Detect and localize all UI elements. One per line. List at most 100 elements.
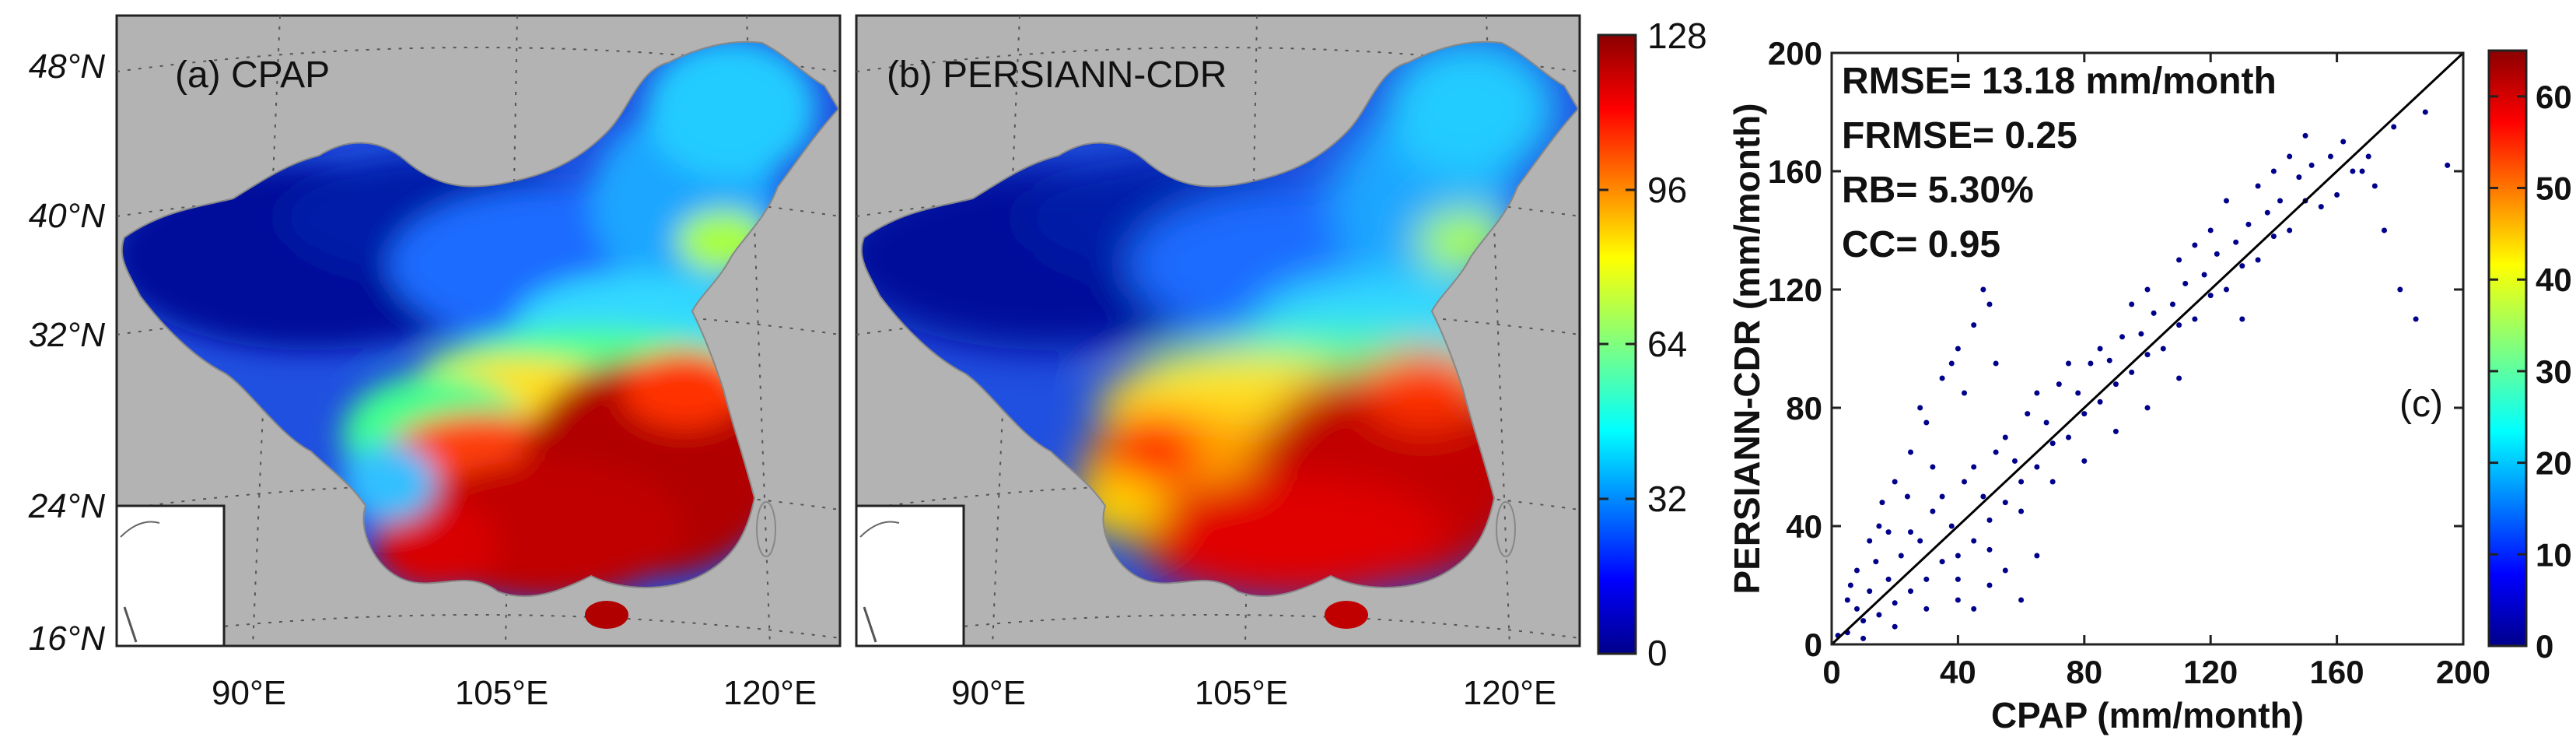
- scatter-point: [2018, 508, 2025, 514]
- svg-text:105°E: 105°E: [455, 674, 548, 712]
- scatter-stats: RMSE= 13.18 mm/month FRMSE= 0.25 RB= 5.30%…: [1842, 61, 2277, 265]
- scatter-point: [1923, 576, 1930, 582]
- scatter-y-tick: 80: [1786, 390, 1822, 426]
- svg-text:90°E: 90°E: [951, 674, 1026, 712]
- scatter-point: [1867, 588, 1873, 595]
- scatter-point: [1980, 493, 1986, 500]
- scatter-point: [1908, 529, 1913, 535]
- scatter-point: [2097, 346, 2103, 352]
- map-a-lon-ticks: 90°E 105°E 120°E: [212, 674, 817, 712]
- scatter-point: [2207, 227, 2214, 233]
- scatter-point: [2192, 316, 2198, 322]
- hainan-b: [1325, 601, 1368, 629]
- scatter-x-tick: 200: [2436, 654, 2490, 690]
- scatter-point: [1948, 523, 1955, 529]
- scatter-point: [2391, 124, 2397, 130]
- scatter-point: [2081, 458, 2088, 464]
- scatter-point: [2239, 263, 2245, 269]
- scatter-y-tick: 160: [1768, 153, 1822, 190]
- svg-text:128: 128: [1647, 16, 1707, 56]
- scatter-point: [1980, 286, 1986, 293]
- scatter-point: [1853, 567, 1860, 574]
- scatter-ticks: 00 40 40 80 80 120 120 160 160 200 200: [1768, 35, 2490, 690]
- scatter-point: [2088, 360, 2094, 367]
- scatter-point: [2334, 191, 2340, 198]
- scatter-point: [1986, 582, 1993, 588]
- scatter-point: [1917, 405, 1923, 411]
- scatter-point: [2270, 168, 2277, 174]
- scatter-point: [2365, 153, 2371, 160]
- scatter-point: [2287, 153, 2293, 160]
- scatter-point: [2018, 479, 2025, 485]
- scatter-point: [2255, 257, 2261, 263]
- scatter-point: [2112, 381, 2119, 388]
- scatter-x-tick: 120: [2183, 654, 2238, 690]
- scatter-point: [2371, 183, 2378, 189]
- scatter-point: [2066, 434, 2071, 440]
- scatter-point: [2129, 301, 2135, 307]
- scatter-point: [2160, 346, 2166, 352]
- scatter-point: [2034, 553, 2040, 559]
- svg-text:48°N: 48°N: [29, 47, 106, 86]
- svg-text:64: 64: [1647, 324, 1687, 364]
- scatter-point: [2264, 209, 2270, 216]
- scatter-point: [2176, 375, 2182, 381]
- scatter-point: [1930, 508, 1936, 514]
- density-colorbar-tick-label: 50: [2536, 170, 2572, 207]
- density-colorbar-tick-label: 30: [2536, 353, 2572, 390]
- scatter-point: [1955, 576, 1961, 582]
- scatter-point: [2034, 390, 2040, 396]
- scatter-panel: 00 40 40 80 80 120 120 160 160 200 200 RMSE= 13.18…: [1727, 35, 2490, 735]
- scatter-point: [1847, 582, 1853, 588]
- density-colorbar-tick-label: 0: [2536, 628, 2553, 665]
- scatter-reference-line: [1830, 51, 2465, 646]
- scatter-point: [2224, 286, 2229, 293]
- scatter-point: [2144, 405, 2151, 411]
- scatter-y-tick: 120: [1768, 272, 1822, 308]
- scatter-point: [1860, 618, 1867, 624]
- map-b-inset: [855, 504, 965, 647]
- scatter-point: [2018, 597, 2025, 603]
- density-colorbar-tick-label: 60: [2536, 79, 2572, 115]
- scatter-point: [2359, 168, 2365, 174]
- scatter-point: [2245, 221, 2252, 227]
- scatter-panel-label: (c): [2399, 384, 2443, 425]
- scatter-point: [2151, 310, 2157, 316]
- scatter-point: [2056, 381, 2062, 388]
- scatter-y-tick: 200: [1768, 35, 1822, 72]
- scatter-x-tick: 0: [1822, 654, 1840, 690]
- scatter-point: [2201, 272, 2207, 278]
- scatter-point: [2011, 458, 2018, 464]
- scatter-x-tick: 40: [1940, 654, 1976, 690]
- scatter-point: [1971, 538, 1977, 544]
- scatter-point: [2119, 334, 2126, 340]
- scatter-point: [2169, 301, 2175, 307]
- scatter-y-tick: 0: [1804, 626, 1822, 663]
- scatter-point: [1917, 538, 1923, 544]
- scatter-point: [2233, 239, 2239, 245]
- scatter-point: [1873, 559, 1879, 565]
- scatter-point: [1892, 600, 1898, 606]
- scatter-point: [1923, 605, 1930, 612]
- taiwan-b: [1496, 501, 1516, 557]
- scatter-point: [1908, 588, 1913, 595]
- map-panel-a: (a) CPAP 48°N 40°N 32°N 24°N 16°N 90°E 1…: [28, 14, 842, 712]
- scatter-x-tick: 80: [2066, 654, 2102, 690]
- scatter-point: [1993, 360, 1999, 367]
- taiwan-a: [756, 501, 776, 557]
- scatter-stat-line: RMSE= 13.18 mm/month: [1842, 61, 2277, 102]
- scatter-xlabel: CPAP (mm/month): [1991, 695, 2304, 735]
- map-b-lon-ticks: 90°E 105°E 120°E: [951, 674, 1556, 712]
- density-colorbar-tick-label: 40: [2536, 261, 2572, 298]
- scatter-point: [2340, 139, 2347, 145]
- scatter-point: [2106, 357, 2112, 363]
- scatter-point: [2043, 419, 2049, 426]
- svg-text:40°N: 40°N: [29, 197, 106, 235]
- scatter-point: [2255, 183, 2261, 189]
- scatter-point: [2081, 411, 2088, 417]
- hainan-a: [585, 601, 628, 629]
- scatter-stat-line: RB= 5.30%: [1842, 170, 2034, 211]
- scatter-point: [1930, 464, 1936, 470]
- scatter-y-tick: 40: [1786, 508, 1822, 545]
